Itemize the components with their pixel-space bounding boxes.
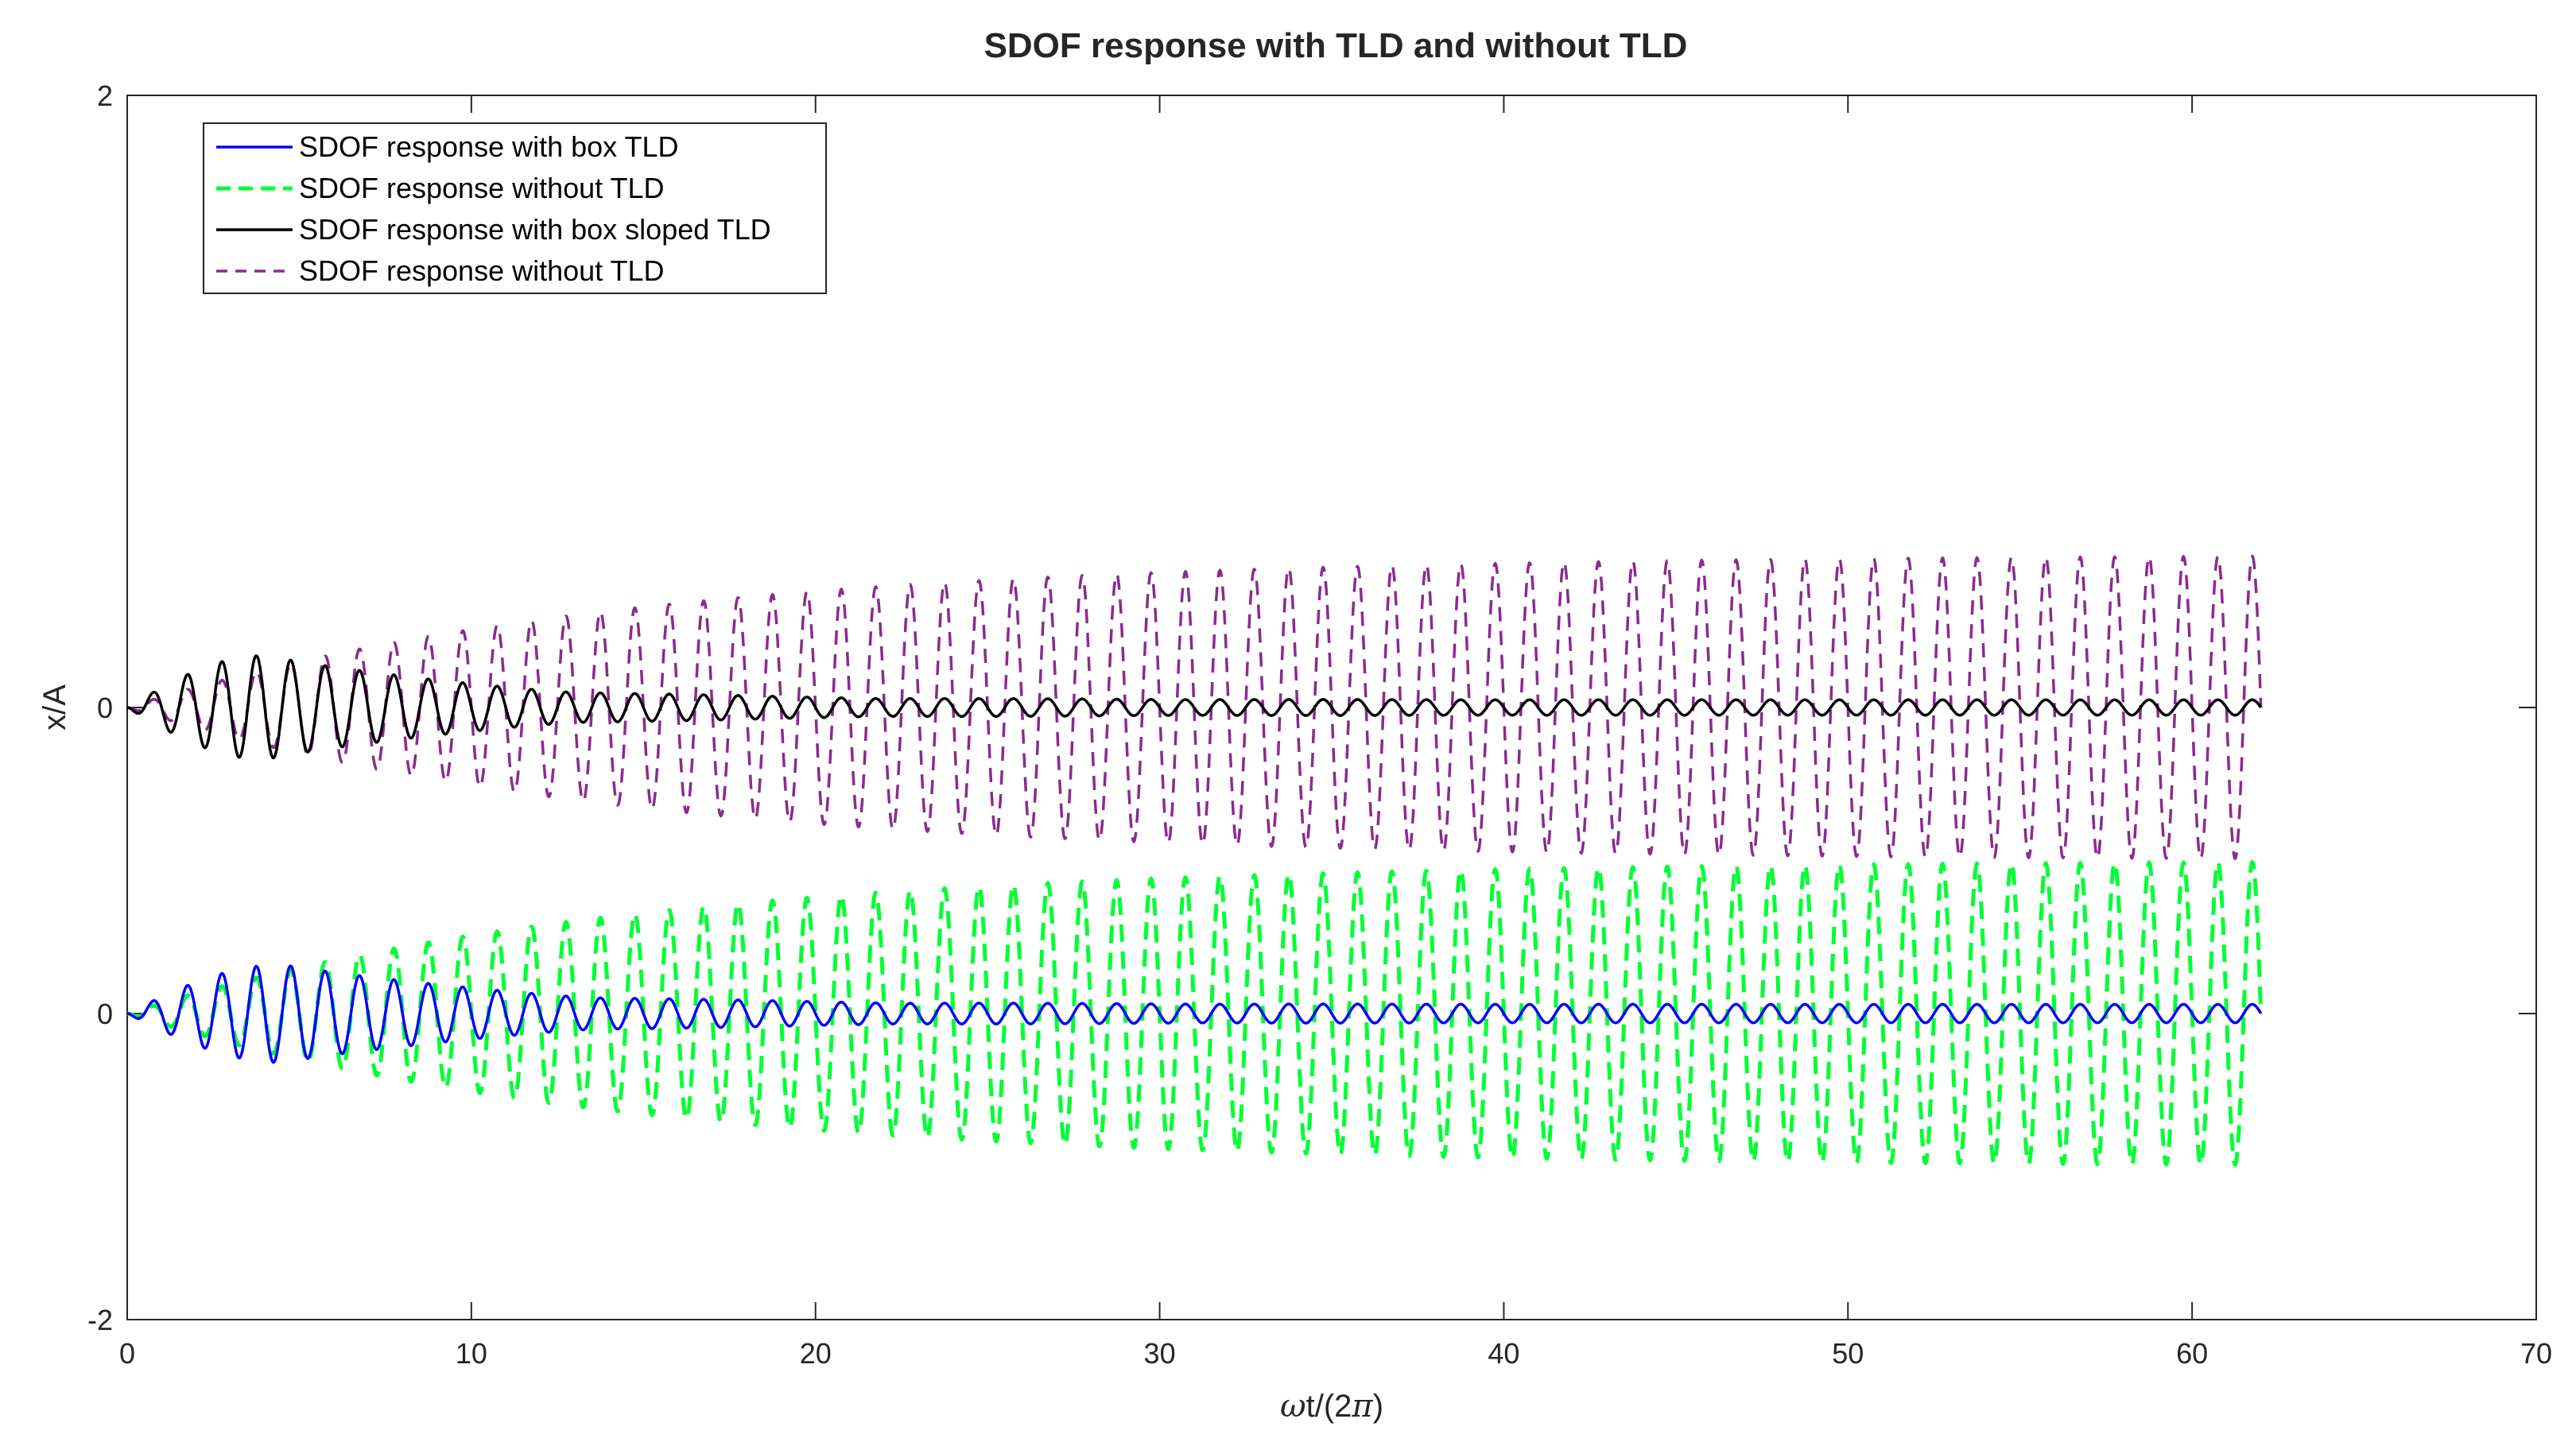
x-tick-label: 50 xyxy=(1832,1337,1864,1370)
series-layer xyxy=(127,554,2264,1168)
x-tick-label: 10 xyxy=(456,1337,487,1370)
x-axis-label-main: t/(2 xyxy=(1306,1389,1352,1424)
legend-label: SDOF response with box sloped TLD xyxy=(299,213,771,246)
x-axis-label-pi: π xyxy=(1351,1388,1373,1425)
y-axis-label: x/A xyxy=(37,684,72,731)
y-tick-label: 2 xyxy=(97,79,113,112)
x-tick-label: 20 xyxy=(800,1337,832,1370)
x-tick-label: 30 xyxy=(1144,1337,1176,1370)
legend-label: SDOF response with box TLD xyxy=(299,130,679,163)
x-tick-label: 0 xyxy=(119,1337,135,1370)
x-tick-label: 60 xyxy=(2176,1337,2208,1370)
legend-box xyxy=(203,122,827,294)
x-tick-label: 70 xyxy=(2520,1337,2552,1370)
chart-title: SDOF response with TLD and without TLD xyxy=(984,26,1688,65)
legend: SDOF response with box TLD SDOF response … xyxy=(203,122,827,294)
x-axis-label: ωt/(2π) xyxy=(1280,1388,1383,1425)
series-line-1 xyxy=(127,964,2263,1064)
x-axis-label-close: ) xyxy=(1373,1389,1383,1424)
y-tick-label: -2 xyxy=(87,1304,113,1336)
y-tick-label: 0 xyxy=(97,998,113,1030)
legend-label: SDOF response without TLD xyxy=(299,172,665,204)
legend-label: SDOF response without TLD xyxy=(299,254,665,287)
y-tick-label: 0 xyxy=(97,692,113,724)
series-line-3 xyxy=(127,654,2263,760)
x-axis-label-omega: ω xyxy=(1280,1388,1306,1425)
x-tick-label: 40 xyxy=(1488,1337,1519,1370)
